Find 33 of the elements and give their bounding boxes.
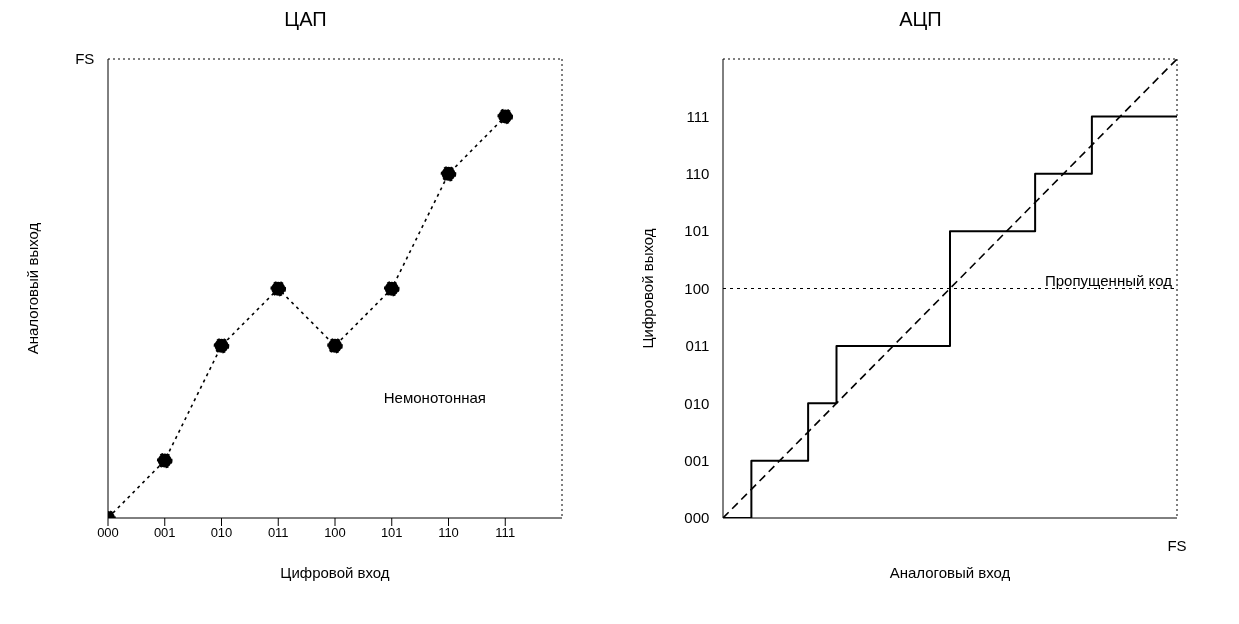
x-tick-label: 010 [210,525,233,541]
text: 000 [684,509,710,527]
point [270,280,287,297]
point [440,166,457,182]
text: 111 [686,107,710,125]
point [213,337,230,354]
x-tick-label: 111 [495,525,516,541]
point [497,108,514,125]
x-tick-label: 000 [97,525,119,541]
x-tick-label: 001 [153,525,176,541]
text: 011 [685,337,710,355]
text: 101 [684,222,710,240]
x-tick-label: 110 [438,525,459,541]
text: FS [1167,536,1187,554]
x-tick-label: 011 [267,525,289,541]
x-tick-label: 101 [380,525,403,541]
y-axis-title: Цифровой выход [639,228,657,349]
text: FS [75,50,95,68]
chart-title: ЦАП [283,8,328,32]
text: 010 [684,394,710,412]
x-axis-title: Цифровой вход [280,564,390,581]
ref-line-label: Пропущенный код [1045,271,1173,289]
text: 100 [684,279,710,297]
text: 110 [685,165,710,182]
chart-title: АЦП [898,8,943,32]
text: 001 [684,451,710,469]
point [383,280,400,297]
point [327,337,343,354]
annotation: Немонотонная [383,388,486,406]
x-axis-title: Аналоговый вход [889,564,1011,581]
y-axis-title: Аналоговый выход [24,222,42,355]
point [156,452,173,469]
x-tick-label: 100 [324,525,346,541]
